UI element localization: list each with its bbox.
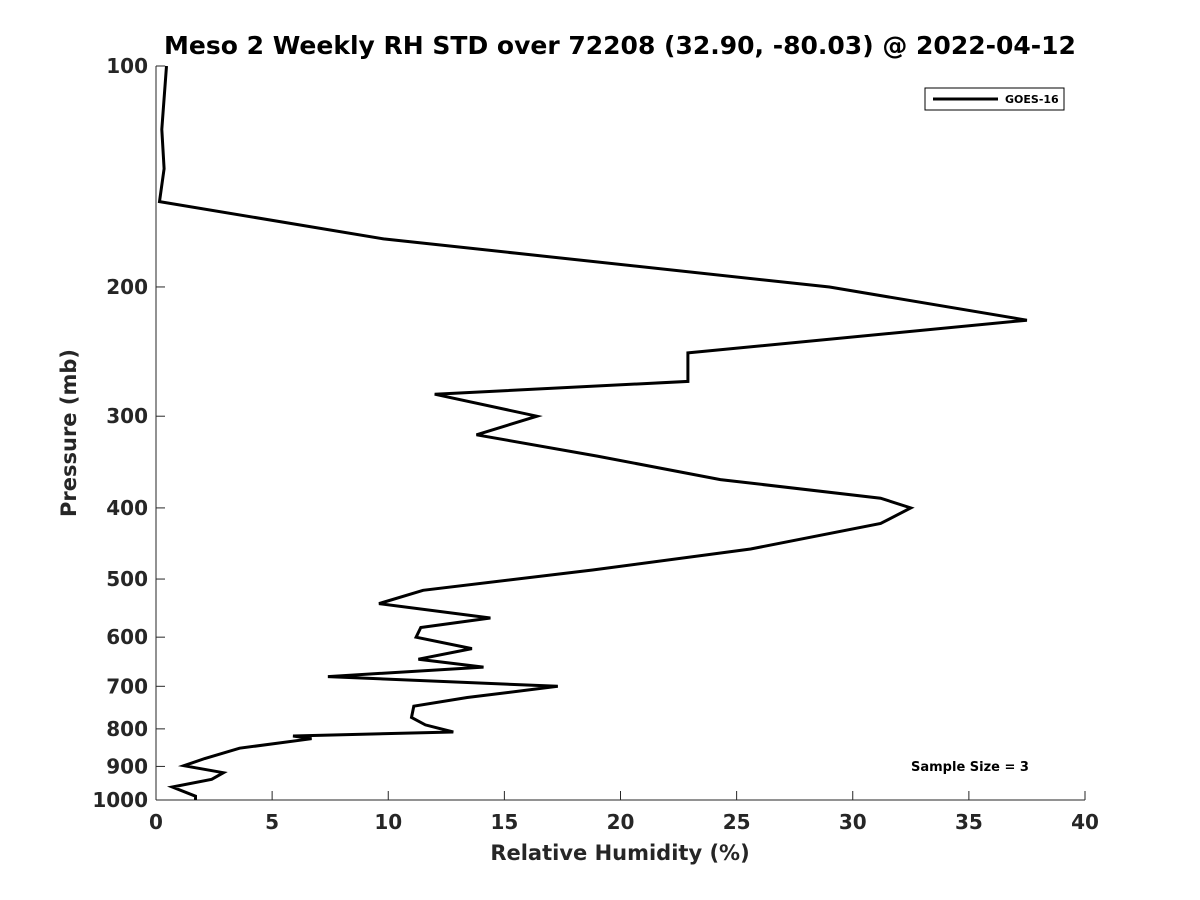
legend: GOES-16 [924,87,1065,111]
y-tick-label: 500 [106,567,148,591]
y-tick-label: 800 [106,717,148,741]
y-tick-label: 900 [106,754,148,778]
y-axis-label: Pressure (mb) [57,349,81,517]
x-axis-label: Relative Humidity (%) [490,841,749,865]
y-tick-label: 300 [106,404,148,428]
x-tick-label: 20 [607,810,635,834]
series-line-goes16 [157,65,1028,800]
y-tick-label: 200 [106,275,148,299]
x-tick-label: 35 [955,810,983,834]
y-tick-label: 100 [106,54,148,78]
chart-title: Meso 2 Weekly RH STD over 72208 (32.90, … [164,31,1076,60]
x-tick-label: 5 [265,810,279,834]
x-tick-label: 25 [723,810,751,834]
legend-label-goes16: GOES-16 [1005,93,1059,106]
sample-size-annotation: Sample Size = 3 [911,760,1029,775]
ticks: 0 5 10 15 20 25 30 35 40 100 200 300 400 500 600 700 800… [92,54,1099,834]
x-tick-label: 0 [149,810,163,834]
x-tick-label: 10 [374,810,402,834]
y-tick-label: 400 [106,496,148,520]
x-tick-label: 40 [1071,810,1099,834]
x-tick-label: 15 [490,810,518,834]
y-tick-label: 700 [106,674,148,698]
y-tick-label: 1000 [92,788,148,812]
x-tick-label: 30 [839,810,867,834]
y-tick-label: 600 [106,625,148,649]
